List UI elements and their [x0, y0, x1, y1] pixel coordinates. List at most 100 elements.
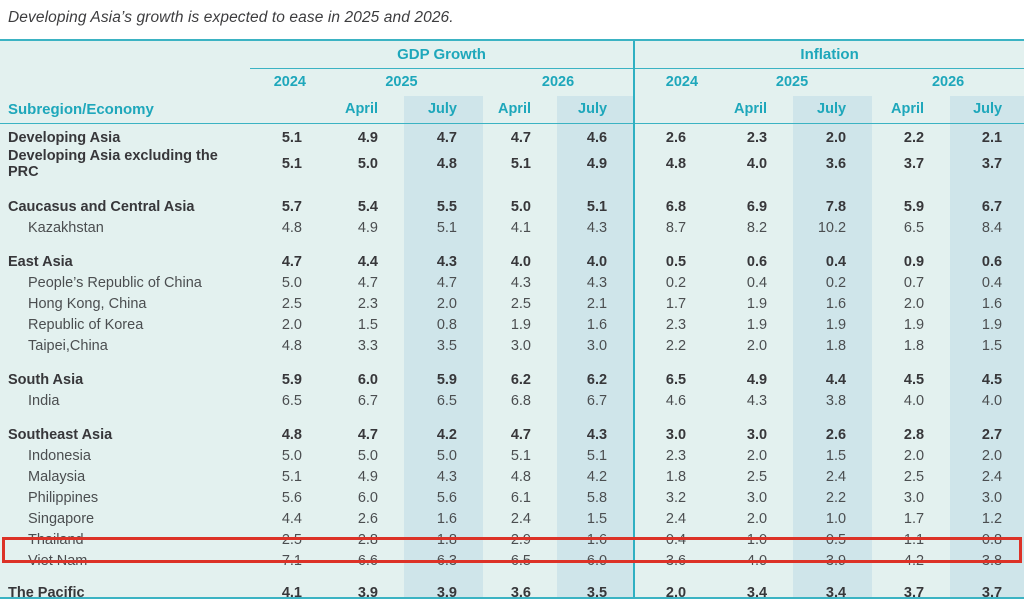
spacer-cell: [557, 411, 635, 424]
spacer-cell: [793, 123, 873, 127]
gdp-value: 4.3: [404, 466, 483, 487]
gdp-value: 4.7: [281, 253, 302, 270]
gdp-year-2024: 2024: [273, 74, 306, 91]
table-row: Caucasus and Central Asia 5.7 5.4 5.5 5.0 5.1…: [0, 196, 1024, 217]
gdp-value: 4.7: [404, 272, 483, 293]
gdp-value: 4.9: [357, 468, 378, 485]
inflation-value: 1.0: [793, 508, 873, 529]
row-label: South Asia: [8, 371, 84, 388]
gdp-value: 6.0: [357, 371, 378, 388]
gdp-value: 3.5: [404, 335, 483, 356]
spacer-cell: [320, 571, 404, 582]
spacer-cell: [872, 571, 950, 582]
gdp-value: 4.2: [557, 466, 635, 487]
spacer-cell: [250, 96, 320, 124]
spacer-cell: [633, 238, 713, 251]
row-label: The Pacific: [8, 584, 85, 599]
gdp-value: 4.3: [557, 424, 635, 445]
table-row: Philippines 5.6 6.0 5.6 6.1 5.8 3.2 3.0 2.2 3.0 3.…: [0, 487, 1024, 508]
gdp-april-2026-header: April: [483, 96, 557, 124]
inflation-value: 2.2: [903, 129, 925, 146]
gdp-value: 5.5: [404, 196, 483, 217]
table-row: Developing Asia 5.1 4.9 4.7 4.7 4.6 2.6 2.3 2.0 2…: [0, 127, 1024, 148]
gdp-value: 5.1: [557, 196, 635, 217]
gdp-value: 3.3: [357, 337, 378, 354]
spacer-cell: [0, 41, 250, 68]
gdp-july-2026-header: July: [557, 96, 635, 124]
table-body: Developing Asia 5.1 4.9 4.7 4.7 4.6 2.6 2.3 2.0 2…: [0, 123, 1024, 599]
spacer-cell: [872, 180, 950, 196]
spacer-cell: [483, 356, 557, 369]
gdp-value: 4.7: [510, 129, 531, 146]
spacer-cell: [0, 238, 250, 251]
inflation-value: 0.4: [793, 251, 873, 272]
gdp-value: 4.8: [281, 337, 302, 354]
spacer-cell: [404, 571, 483, 582]
spacer-cell: [320, 180, 404, 196]
spacer-cell: [872, 356, 950, 369]
inflation-value: 0.9: [903, 253, 925, 270]
gdp-value: 5.0: [357, 156, 378, 172]
inflation-value: 3.7: [903, 584, 925, 599]
inflation-value: 2.2: [633, 335, 713, 356]
gdp-value: 4.8: [510, 468, 531, 485]
gdp-value: 3.9: [357, 584, 378, 599]
gdp-value: 6.2: [510, 371, 531, 388]
gdp-value: 7.1: [281, 552, 302, 569]
inflation-value: 4.6: [633, 390, 713, 411]
gdp-value: 1.5: [557, 508, 635, 529]
inflation-value: 1.9: [903, 316, 925, 333]
gdp-value: 4.4: [281, 510, 302, 527]
inflation-year-2026: 2026: [931, 74, 965, 91]
inflation-value: 8.4: [950, 217, 1024, 238]
gdp-year-2025: 2025: [385, 74, 418, 91]
inflation-value: 3.4: [746, 584, 768, 599]
spacer-cell: [793, 356, 873, 369]
gdp-value: 6.5: [404, 390, 483, 411]
inflation-value: 4.5: [903, 371, 925, 388]
spacer-row: [0, 123, 1024, 127]
gdp-value: 5.1: [281, 129, 302, 146]
table-row: Malaysia 5.1 4.9 4.3 4.8 4.2 1.8 2.5 2.4 2.5 2.4: [0, 466, 1024, 487]
gdp-value: 1.5: [357, 316, 378, 333]
gdp-value: 4.8: [281, 426, 302, 443]
gdp-value: 4.0: [557, 251, 635, 272]
spacer-cell: [320, 411, 404, 424]
gdp-value: 5.0: [404, 445, 483, 466]
gdp-value: 6.7: [557, 390, 635, 411]
inflation-value: 2.7: [950, 424, 1024, 445]
inflation-value: 4.9: [746, 371, 768, 388]
inflation-value: 4.0: [950, 390, 1024, 411]
spacer-cell: [557, 180, 635, 196]
row-label: Thailand: [28, 531, 84, 548]
gdp-value: 6.8: [510, 392, 531, 409]
table-row: Singapore 4.4 2.6 1.6 2.4 1.5 2.4 2.0 1.0 1.7 1.2: [0, 508, 1024, 529]
gdp-value: 4.7: [404, 127, 483, 148]
inflation-value: 3.0: [903, 489, 925, 506]
inflation-value: 2.0: [903, 447, 925, 464]
gdp-value: 2.3: [357, 295, 378, 312]
gdp-value: 1.6: [557, 529, 635, 550]
inflation-value: 2.0: [746, 337, 768, 354]
gdp-value: 4.8: [281, 219, 302, 236]
gdp-value: 3.0: [557, 335, 635, 356]
inflation-value: 0.5: [793, 529, 873, 550]
table-row: Developing Asia excluding the PRC 5.1 5.0 4…: [0, 148, 1024, 180]
gdp-april-2025-header: April: [320, 96, 404, 124]
spacer-cell: [950, 411, 1024, 424]
spacer-cell: [793, 238, 873, 251]
table-row-vietnam: Viet Nam 7.1 6.6 6.3 6.5 6.0 3.6 4.0 3.9 4.2 3.8: [0, 550, 1024, 571]
spacer-cell: [712, 238, 793, 251]
spacer-cell: [950, 123, 1024, 127]
inflation-value: 1.5: [950, 335, 1024, 356]
row-label: India: [28, 392, 60, 409]
inflation-value: 2.6: [633, 127, 713, 148]
inflation-value: 3.0: [633, 424, 713, 445]
inflation-value: 1.9: [950, 314, 1024, 335]
spacer-cell: [483, 238, 557, 251]
figure-title-bar: Developing Asia’s growth is expected to …: [0, 0, 1024, 41]
gdp-value: 6.5: [281, 392, 302, 409]
inflation-value: 3.0: [950, 487, 1024, 508]
gdp-value: 5.6: [281, 489, 302, 506]
spacer-cell: [557, 571, 635, 582]
